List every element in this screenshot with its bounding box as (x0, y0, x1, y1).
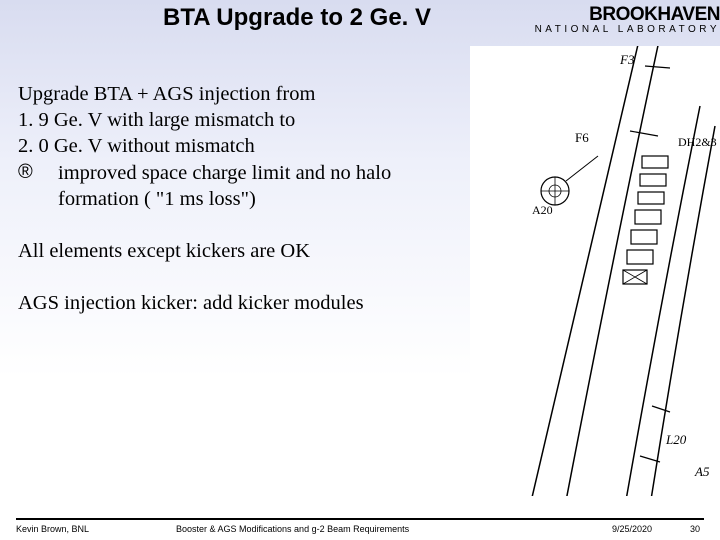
paragraph-1: Upgrade BTA + AGS injection from 1. 9 Ge… (18, 81, 462, 212)
svg-text:DH2&3: DH2&3 (678, 135, 717, 149)
footer-rule (16, 518, 704, 520)
p1-bullet-text: improved space charge limit and no halo … (58, 160, 462, 212)
arrow-icon: ® (18, 160, 58, 186)
svg-text:A20: A20 (532, 203, 553, 217)
footer-author: Kevin Brown, BNL (16, 524, 156, 534)
svg-text:L20: L20 (665, 432, 687, 447)
svg-text:F3: F3 (619, 52, 635, 67)
beamline-diagram: F3 F6 DH2&3 A20 L20 A5 (470, 46, 720, 496)
paragraph-3: AGS injection kicker: add kicker modules (18, 290, 462, 316)
logo-sub-text: NATIONAL LABORATORY (534, 24, 720, 35)
p1-line2: 1. 9 Ge. V with large mismatch to (18, 107, 462, 133)
logo-main-text: BROOKHAVEN (534, 4, 720, 26)
p1-line3: 2. 0 Ge. V without mismatch (18, 133, 462, 159)
svg-text:A5: A5 (694, 464, 710, 479)
p1-bullet-row: ® improved space charge limit and no hal… (18, 160, 462, 212)
footer-date: 9/25/2020 (532, 524, 652, 534)
slide-title: BTA Upgrade to 2 Ge. V (0, 4, 534, 32)
slide-body: Upgrade BTA + AGS injection from 1. 9 Ge… (0, 35, 480, 317)
p1-line1: Upgrade BTA + AGS injection from (18, 81, 462, 107)
footer-page-number: 30 (652, 524, 704, 534)
svg-text:F6: F6 (575, 130, 589, 145)
footer-title: Booster & AGS Modifications and g-2 Beam… (156, 524, 532, 534)
paragraph-2: All elements except kickers are OK (18, 238, 462, 264)
slide-footer: Kevin Brown, BNL Booster & AGS Modificat… (0, 518, 720, 534)
brookhaven-logo: BROOKHAVEN NATIONAL LABORATORY (534, 4, 720, 35)
